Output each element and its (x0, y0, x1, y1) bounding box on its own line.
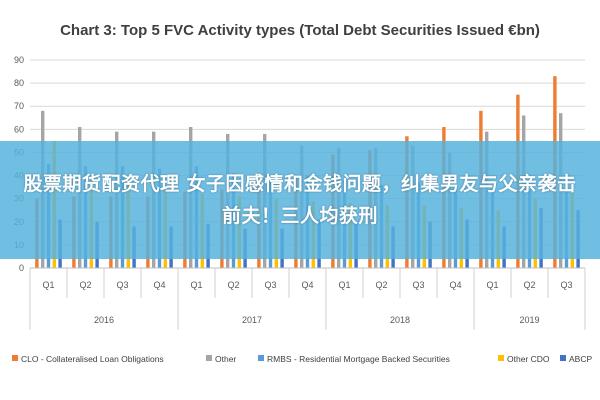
legend-swatch (206, 355, 212, 361)
x-tick-label: Q3 (412, 280, 424, 290)
legend-label: Other CDO (507, 354, 550, 364)
legend: CLO - Collateralised Loan Obligations Oth… (12, 354, 592, 364)
x-tick-label: Q2 (227, 280, 239, 290)
x-tick-label: Q2 (79, 280, 91, 290)
y-tick-label: 70 (14, 101, 24, 111)
overlay-banner: 股票期货配资代理 女子因感情和金钱问题，纠集男友与父亲袭击前夫！三人均获刑 (0, 141, 600, 259)
overlay-text: 股票期货配资代理 女子因感情和金钱问题，纠集男友与父亲袭击前夫！三人均获刑 (23, 173, 577, 227)
x-tick-label: Q4 (449, 280, 461, 290)
y-tick-label: 0 (19, 263, 24, 273)
legend-label: ABCP (569, 354, 592, 364)
group-label: 2017 (242, 315, 262, 325)
y-tick-label: 60 (14, 124, 24, 134)
y-tick-label: 90 (14, 55, 24, 65)
chart-title: Chart 3: Top 5 FVC Activity types (Total… (60, 22, 540, 39)
legend-label: Other (215, 354, 236, 364)
legend-swatch (498, 355, 504, 361)
x-tick-label: Q1 (338, 280, 350, 290)
x-tick-label: Q2 (375, 280, 387, 290)
x-tick-label: Q3 (116, 280, 128, 290)
x-tick-label: Q4 (301, 280, 313, 290)
x-tick-label: Q4 (153, 280, 165, 290)
group-label: 2019 (519, 315, 539, 325)
x-axis: Q1 Q2 Q3 Q4 Q1 Q2 Q3 Q4 Q1 Q2 Q3 Q4 Q1 Q2 Q3 2016 2017 20… (29, 267, 586, 330)
y-tick-label: 80 (14, 78, 24, 88)
x-tick-label: Q3 (264, 280, 276, 290)
group-label: 2016 (94, 315, 114, 325)
x-tick-label: Q1 (42, 280, 54, 290)
x-tick-label: Q3 (560, 280, 572, 290)
x-tick-label: Q1 (190, 280, 202, 290)
legend-label: CLO - Collateralised Loan Obligations (21, 354, 164, 364)
legend-swatch (560, 355, 566, 361)
legend-label: RMBS - Residential Mortgage Backed Secur… (267, 354, 450, 364)
x-tick-label: Q1 (486, 280, 498, 290)
x-tick-label: Q2 (523, 280, 535, 290)
group-label: 2018 (390, 315, 410, 325)
legend-swatch (12, 355, 18, 361)
legend-swatch (258, 355, 264, 361)
